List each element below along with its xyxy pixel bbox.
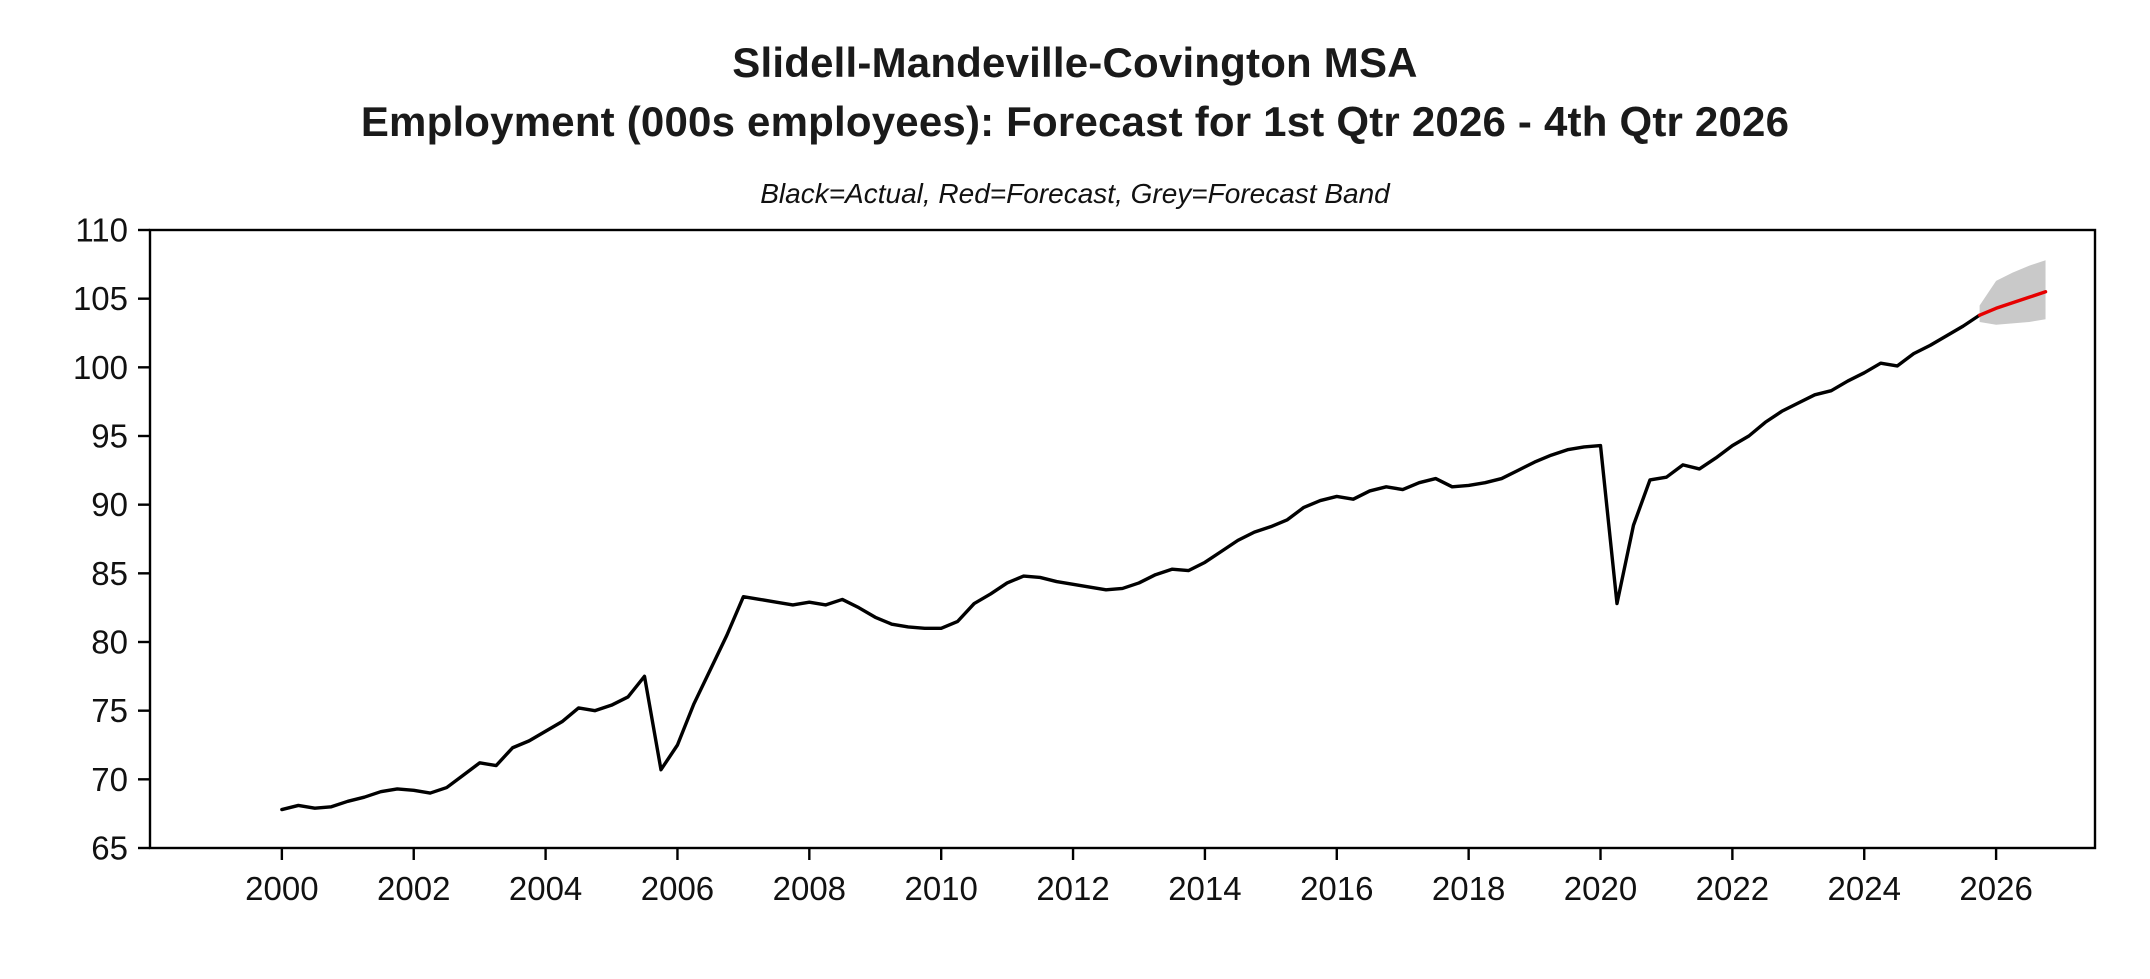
actual-series-line — [280, 313, 1982, 811]
forecast-band — [1979, 259, 2046, 325]
x-axis-tick-label: 2006 — [641, 870, 714, 907]
x-axis-tick-label: 2000 — [245, 870, 318, 907]
chart-title-line-2: Employment (000s employees): Forecast fo… — [360, 97, 1790, 145]
x-axis-tick-label: 2016 — [1300, 870, 1373, 907]
forecast-series-line — [1977, 289, 2048, 317]
x-axis-tick-label: 2022 — [1696, 870, 1769, 907]
y-axis-tick-label: 100 — [73, 348, 128, 385]
x-axis-tick-label: 2018 — [1432, 870, 1505, 907]
y-axis-tick-label: 75 — [91, 692, 128, 729]
plot-frame — [148, 228, 2097, 849]
y-axis-tick-label: 105 — [73, 280, 128, 317]
employment-line-chart: 65 70 75 80 85 90 95 100 105 110 2000 2002 2004 2006 2… — [73, 216, 2097, 907]
chart-header: Slidell-Mandeville-Covington MSA Employm… — [0, 0, 2150, 210]
x-axis-tick-label: 2010 — [904, 870, 977, 907]
chart-plot-area: 65 70 75 80 85 90 95 100 105 110 2000 2002 2004 2006 2… — [0, 216, 2150, 955]
y-axis-tick-label: 80 — [91, 623, 128, 660]
x-axis-tick-label: 2008 — [773, 870, 846, 907]
y-axis-tick-label: 85 — [91, 554, 128, 591]
y-axis-tick-label: 70 — [91, 760, 128, 797]
x-axis-tick-label: 2014 — [1168, 870, 1241, 907]
x-axis-tick-label: 2002 — [377, 870, 450, 907]
chart-legend-note: Black=Actual, Red=Forecast, Grey=Forecas… — [760, 177, 1390, 209]
x-axis-tick-label: 2026 — [1959, 870, 2032, 907]
y-axis-tick-label: 65 — [91, 829, 128, 866]
y-axis-tick-label: 90 — [91, 486, 128, 523]
x-axis-tick-label: 2012 — [1036, 870, 1109, 907]
chart-title-line-1: Slidell-Mandeville-Covington MSA — [732, 39, 1418, 86]
x-axis-tick-label: 2020 — [1564, 870, 1637, 907]
x-axis-tick-label: 2024 — [1828, 870, 1901, 907]
y-axis-tick-label: 110 — [75, 216, 128, 249]
x-axis-tick-label: 2004 — [509, 870, 582, 907]
y-axis-tick-label: 95 — [91, 417, 128, 454]
